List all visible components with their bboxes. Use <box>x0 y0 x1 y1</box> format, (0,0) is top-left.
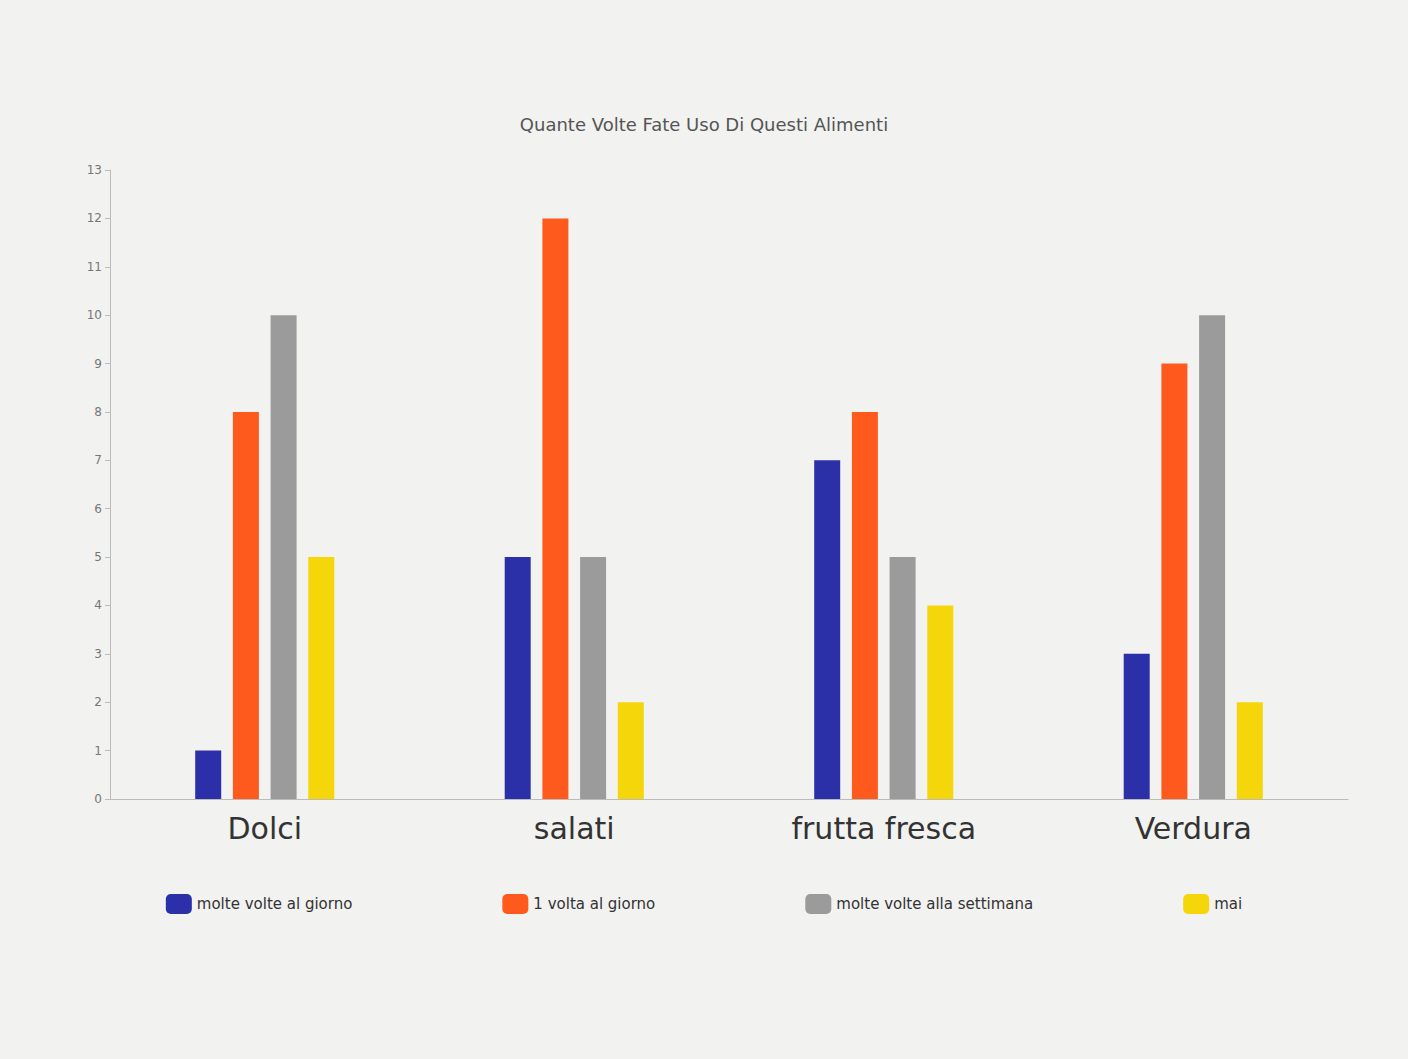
svg-text:Quante Volte Fate Uso Di Quest: Quante Volte Fate Uso Di Questi Alimenti <box>520 114 888 135</box>
svg-text:1 volta al giorno: 1 volta al giorno <box>533 895 655 913</box>
svg-text:3: 3 <box>94 647 102 661</box>
svg-text:molte volte al giorno: molte volte al giorno <box>197 895 353 913</box>
svg-text:11: 11 <box>87 260 102 274</box>
svg-text:13: 13 <box>87 163 102 177</box>
svg-text:1: 1 <box>94 744 102 758</box>
svg-text:7: 7 <box>94 453 102 467</box>
svg-text:mai: mai <box>1214 895 1242 913</box>
svg-text:6: 6 <box>94 502 102 516</box>
svg-text:molte volte alla settimana: molte volte alla settimana <box>836 895 1033 913</box>
svg-text:Dolci: Dolci <box>227 811 302 846</box>
svg-text:12: 12 <box>87 211 102 225</box>
svg-text:frutta fresca: frutta fresca <box>791 811 976 846</box>
svg-text:0: 0 <box>94 792 102 806</box>
svg-text:2: 2 <box>94 695 102 709</box>
svg-text:9: 9 <box>94 357 102 371</box>
svg-text:5: 5 <box>94 550 102 564</box>
svg-text:8: 8 <box>94 405 102 419</box>
svg-text:4: 4 <box>94 598 102 612</box>
svg-text:salati: salati <box>534 811 615 846</box>
svg-text:10: 10 <box>87 308 102 322</box>
svg-text:Verdura: Verdura <box>1135 811 1252 846</box>
